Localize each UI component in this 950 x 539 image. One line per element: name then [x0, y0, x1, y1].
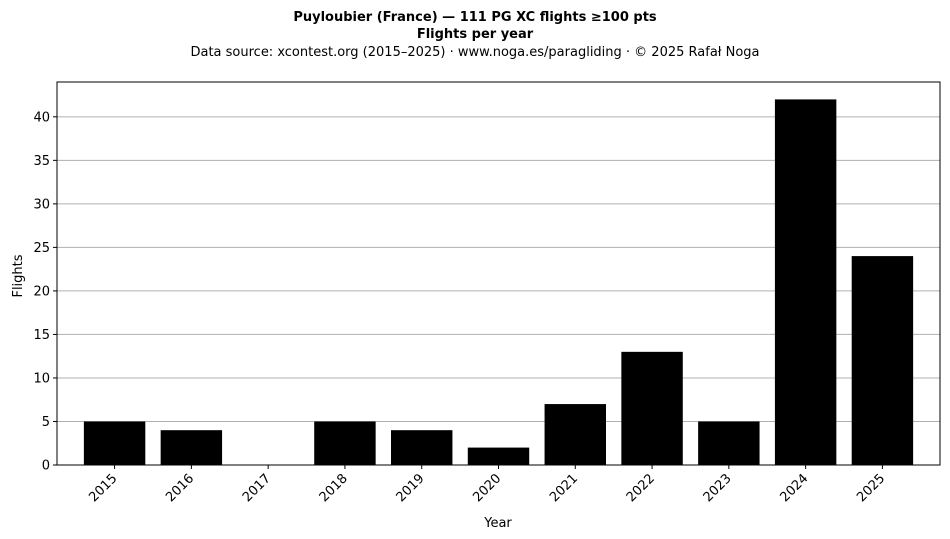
x-tick-label: 2015 [86, 471, 120, 505]
bars [83, 99, 914, 465]
bar-2024 [774, 99, 837, 465]
bar-2021 [544, 404, 606, 465]
y-tick-label: 10 [33, 371, 50, 386]
y-axis: 0 5 10 15 20 25 30 35 40 [33, 110, 57, 474]
y-tick-label: 0 [42, 459, 50, 474]
y-tick-label: 15 [33, 328, 50, 343]
bar-2023 [698, 421, 760, 465]
x-tick-label: 2024 [777, 471, 811, 505]
bar-2015 [83, 421, 146, 465]
x-axis: 2015 2016 2017 2018 2019 2020 2021 2022 2023 2024… [86, 465, 888, 505]
x-tick-label: 2020 [470, 471, 504, 505]
y-tick-label: 30 [33, 197, 50, 212]
y-tick-label: 35 [33, 154, 50, 169]
x-tick-label: 2023 [701, 471, 735, 505]
x-axis-label: Year [483, 516, 512, 531]
y-tick-label: 25 [33, 241, 50, 256]
y-axis-label: Flights [11, 254, 26, 297]
chart-subtitle: Flights per year [417, 27, 534, 42]
chart-title: Puyloubier (France) — 111 PG XC flights … [293, 10, 657, 25]
grid-lines [57, 116, 940, 466]
x-tick-label: 2025 [854, 471, 888, 505]
bar-2020 [467, 447, 530, 465]
y-tick-label: 20 [33, 284, 50, 299]
x-tick-label: 2022 [624, 471, 658, 505]
bar-2025 [851, 256, 914, 465]
bar-2016 [160, 430, 223, 465]
bar-2018 [314, 421, 376, 465]
plot-frame [56, 81, 941, 466]
y-tick-label: 5 [42, 415, 50, 430]
chart-source: Data source: xcontest.org (2015–2025) · … [190, 45, 759, 60]
x-tick-label: 2017 [240, 471, 274, 505]
y-tick-label: 40 [33, 110, 50, 125]
x-tick-label: 2019 [394, 471, 428, 505]
x-tick-label: 2021 [547, 471, 581, 505]
bar-2022 [621, 351, 683, 465]
bar-2019 [391, 430, 453, 465]
x-tick-label: 2016 [163, 471, 197, 505]
x-tick-label: 2018 [317, 471, 351, 505]
